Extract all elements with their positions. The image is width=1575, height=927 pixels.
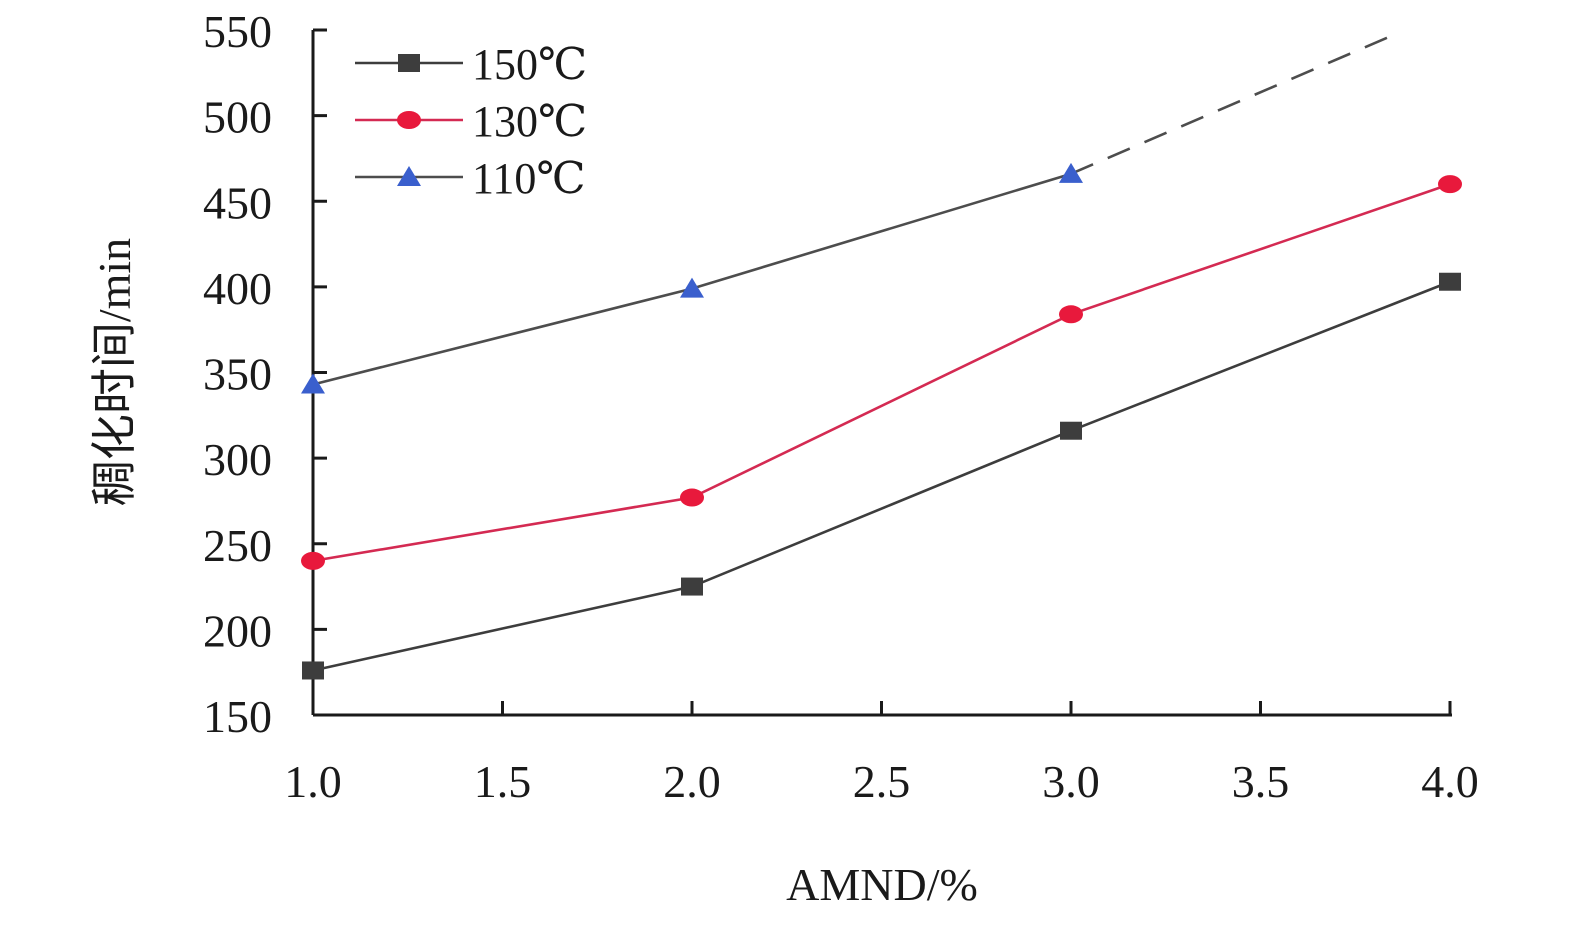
- y-tick-label: 400: [203, 263, 272, 314]
- series-group: [301, 33, 1462, 680]
- y-axis-title: 稠化时间/min: [89, 238, 140, 506]
- x-tick-label: 1.0: [284, 756, 342, 807]
- x-tick-label: 2.5: [853, 756, 911, 807]
- y-tick-label: 200: [203, 605, 272, 656]
- legend: 150℃ 130℃ 110℃: [355, 40, 587, 203]
- legend-entry: 110℃: [355, 154, 586, 203]
- data-point: [1060, 421, 1082, 440]
- data-point: [302, 661, 324, 680]
- extrapolation-dashed-line: [1070, 33, 1394, 176]
- data-point: [1059, 162, 1083, 183]
- x-tick-label: 3.5: [1232, 756, 1290, 807]
- legend-label: 110℃: [472, 154, 586, 203]
- y-tick-label: 350: [203, 349, 272, 400]
- data-point: [1439, 272, 1461, 291]
- legend-entry: 150℃: [355, 40, 587, 89]
- data-point: [1059, 305, 1083, 324]
- y-tick-label: 500: [203, 92, 272, 143]
- series-line: [312, 280, 1451, 672]
- y-tick-label: 550: [203, 6, 272, 57]
- data-point: [681, 577, 703, 596]
- x-tick-label: 1.5: [474, 756, 532, 807]
- y-tick-label: 250: [203, 520, 272, 571]
- x-tick-label: 2.0: [663, 756, 721, 807]
- series-square: [302, 272, 1461, 680]
- series-line: [312, 182, 1451, 563]
- x-tick-label: 4.0: [1421, 756, 1479, 807]
- legend-marker: [398, 54, 420, 72]
- axes: [311, 28, 1452, 717]
- legend-marker: [397, 111, 421, 129]
- series-circle: [301, 175, 1462, 570]
- legend-marker: [397, 166, 421, 186]
- y-tick-label: 300: [203, 434, 272, 485]
- legend-entry: 130℃: [355, 97, 587, 146]
- y-tick-label: 150: [203, 691, 272, 742]
- legend-label: 130℃: [472, 97, 587, 146]
- legend-label: 150℃: [472, 40, 587, 89]
- series-triangle: [301, 33, 1394, 394]
- tick-labels: 150 200 250 300 350 400 450 500 550 1.0 1.5 2.0 2.5 3…: [203, 6, 1479, 807]
- x-tick-label: 3.0: [1042, 756, 1100, 807]
- y-tick-label: 450: [203, 177, 272, 228]
- x-axis-title: AMND/%: [786, 859, 978, 910]
- data-point: [301, 551, 325, 570]
- data-point: [680, 277, 704, 298]
- data-point: [680, 488, 704, 507]
- data-point: [301, 373, 325, 394]
- data-point: [1438, 175, 1462, 194]
